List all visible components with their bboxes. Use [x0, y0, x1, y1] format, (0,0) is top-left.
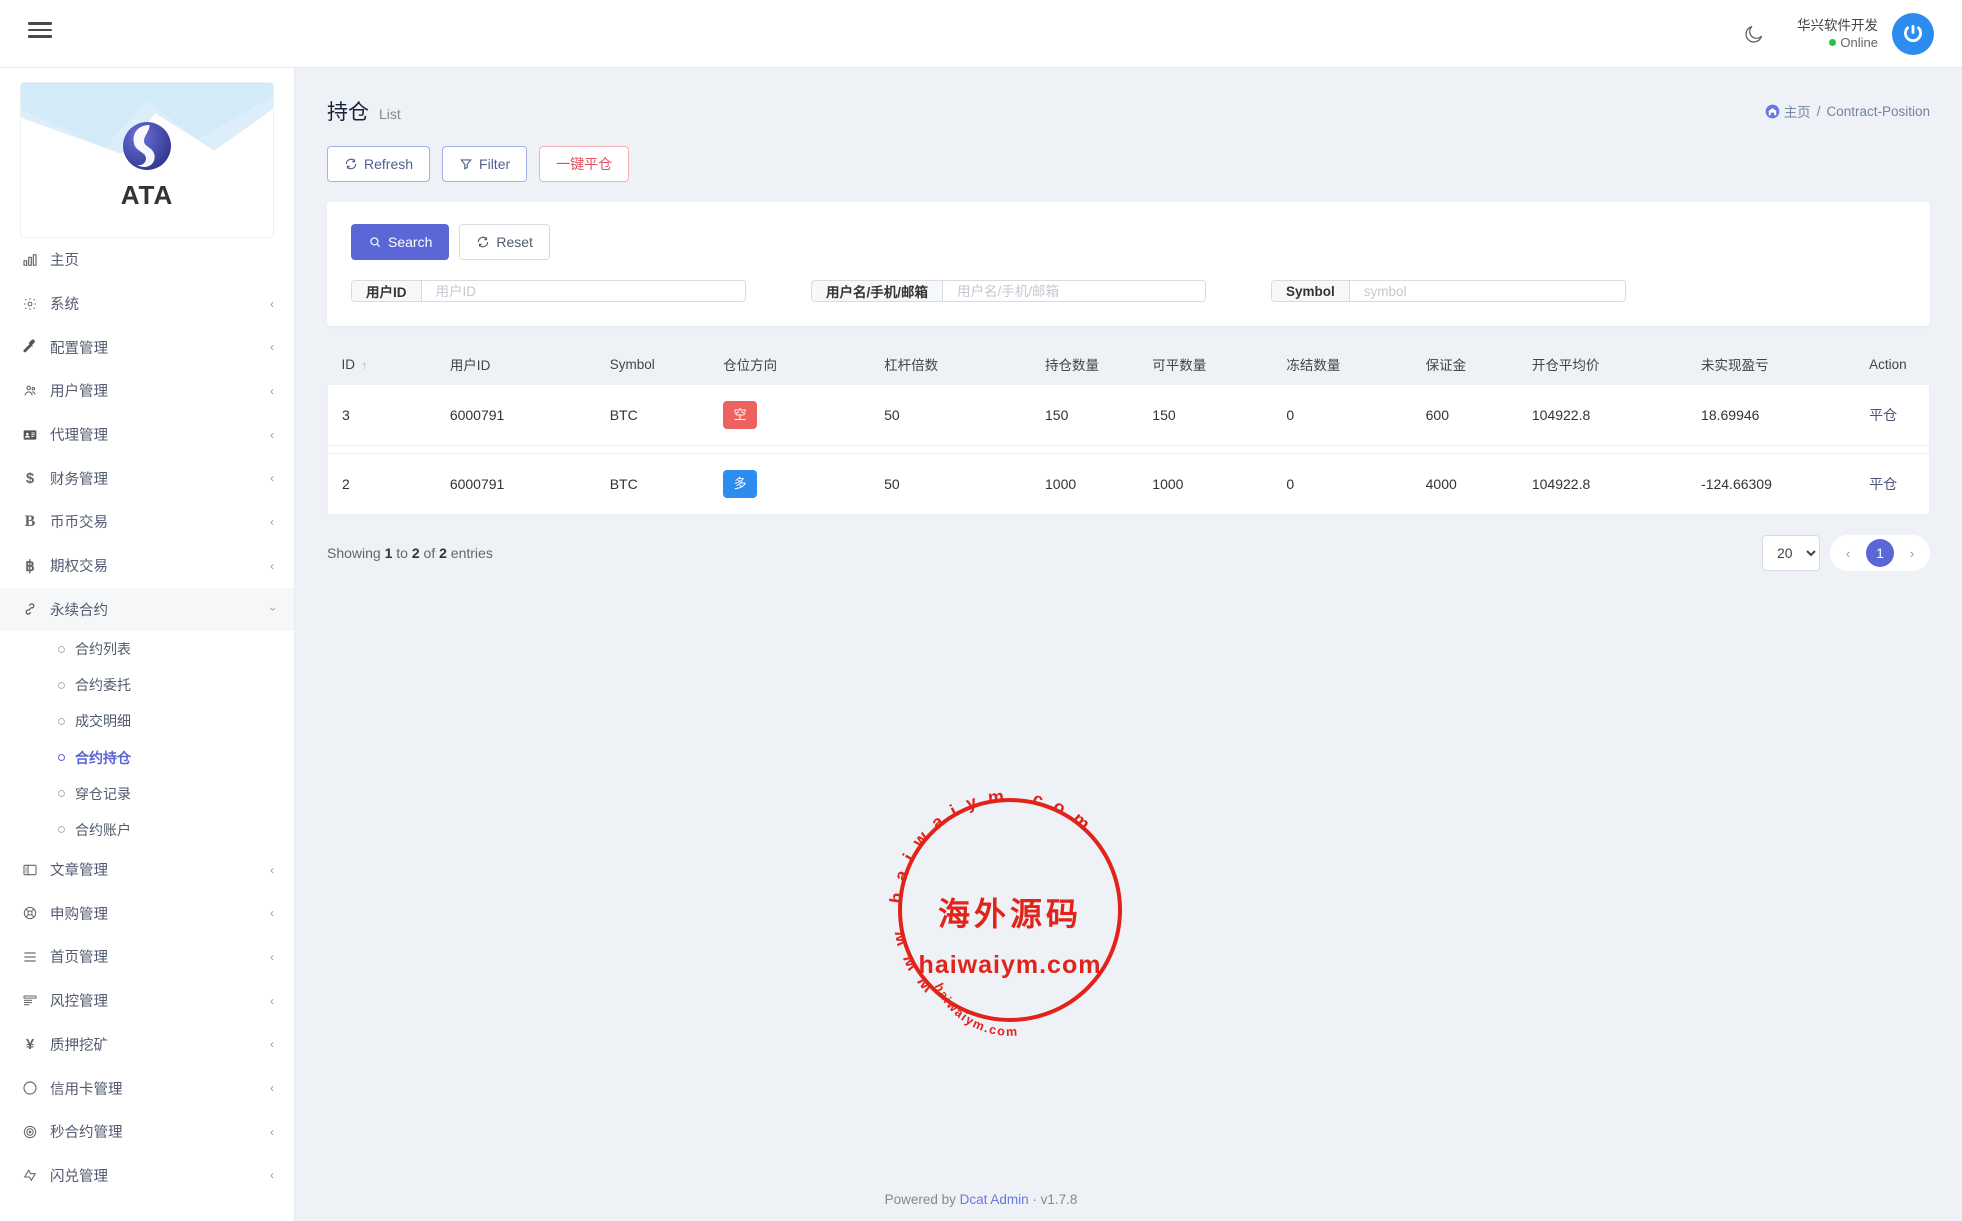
svg-text:haiwaiym.com: haiwaiym.com: [932, 981, 1019, 1039]
svg-text:海外源码: 海外源码: [938, 896, 1082, 932]
svg-text:haiwaiym.com: haiwaiym.com: [919, 951, 1102, 979]
